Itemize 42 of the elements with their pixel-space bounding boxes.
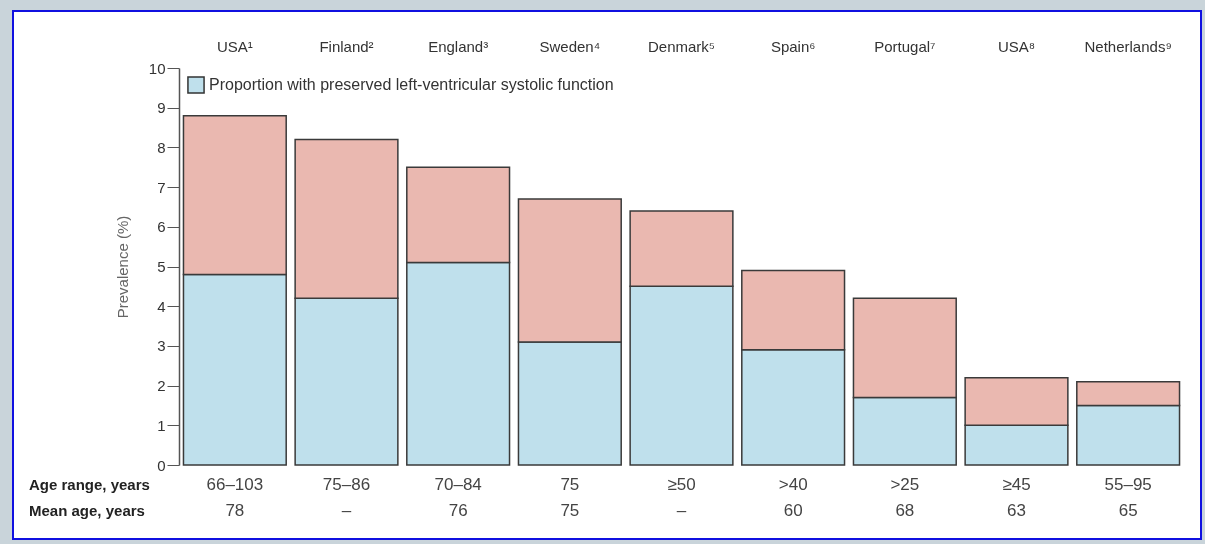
x-tick-label: Finland² [319,37,374,55]
x-tick-label: Sweden⁴ [539,37,601,55]
y-tick-label: 4 [157,297,166,315]
y-tick-label: 9 [157,99,166,117]
y-tick-label: 1 [157,416,166,434]
text: 60 [783,501,803,520]
text: 78 [225,501,245,520]
text: >25 [890,475,920,494]
text: 66–103 [206,475,264,494]
y-tick-label: 3 [157,337,166,355]
text: 75–86 [322,475,371,494]
y-tick-label: 2 [157,377,166,395]
y-axis-title: Prevalence (%) [113,215,131,319]
y-tick-label: 6 [157,218,166,236]
x-tick-label: Denmark⁵ [647,37,716,55]
text: 55–95 [1104,475,1152,494]
text: 63 [1007,501,1026,520]
x-tick-label: USA⁸ [997,37,1036,55]
text: 75 [560,501,580,520]
text: 76 [448,501,468,520]
text: >40 [778,475,808,494]
text: – [676,501,687,520]
text: ≥45 [1002,475,1031,494]
y-tick-label: 0 [157,456,166,474]
text: 65 [1118,501,1138,520]
x-tick-label: England³ [428,37,489,55]
x-tick-label: Spain⁶ [770,37,816,55]
text: – [341,501,352,520]
text: 70–84 [434,475,482,494]
legend-label: Proportion with preserved left-ventricular systolic function [209,76,614,93]
y-tick-label: 7 [157,178,166,196]
text: Age range, years [29,476,150,493]
text: 75 [560,475,580,494]
text: Mean age, years [29,502,145,519]
text: ≥50 [667,475,696,494]
x-tick-label: USA¹ [216,37,253,55]
y-tick-label: 5 [157,258,166,275]
x-tick-label: Netherlands⁹ [1084,37,1172,55]
text: 68 [895,501,915,520]
y-tick-label: 10 [148,59,166,77]
x-tick-label: Portugal⁷ [874,37,936,55]
y-tick-label: 8 [157,138,166,156]
